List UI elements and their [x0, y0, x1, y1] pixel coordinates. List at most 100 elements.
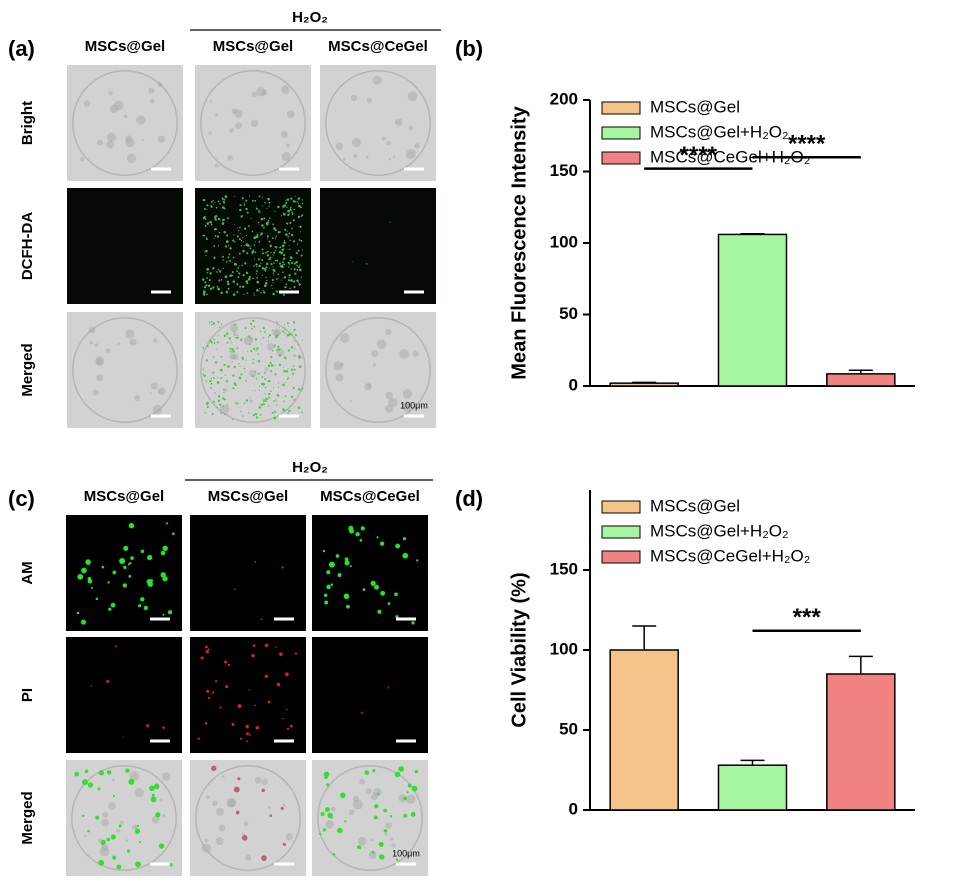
micrograph-signal: [371, 850, 375, 854]
micrograph-signal: [251, 375, 254, 377]
micrograph-signal: [298, 283, 301, 286]
micrograph-sphere: [72, 317, 178, 423]
micrograph-signal: [202, 346, 205, 349]
micrograph-signal: [225, 380, 229, 383]
micrograph-signal: [255, 270, 258, 273]
micrograph-signal: [254, 258, 256, 260]
micrograph-signal: [90, 586, 94, 589]
micrograph-signal: [238, 238, 241, 241]
micrograph-signal: [287, 249, 289, 251]
micrograph-signal: [167, 610, 173, 615]
micrograph-texture: [350, 94, 358, 102]
micrograph-signal: [229, 347, 231, 350]
micrograph-signal: [403, 796, 408, 801]
micrograph-signal: [229, 274, 232, 277]
micrograph-signal: [234, 224, 236, 226]
micrograph-signal: [226, 404, 228, 406]
micrograph-signal: [212, 376, 215, 379]
micrograph-signal: [267, 219, 270, 222]
micrograph-signal: [287, 408, 289, 410]
micrograph-signal: [138, 604, 142, 608]
micrograph-texture: [157, 82, 163, 88]
micrograph-signal: [155, 812, 161, 818]
micrograph-signal: [231, 271, 234, 273]
row-label: Merged: [19, 791, 36, 844]
micrograph-signal: [287, 261, 290, 265]
micrograph-texture: [365, 155, 369, 159]
micrograph-signal: [106, 679, 110, 684]
micrograph-signal: [297, 202, 299, 204]
micrograph-signal: [236, 402, 239, 405]
micrograph-signal: [126, 849, 131, 853]
micrograph-signal: [264, 643, 269, 648]
micrograph-signal: [206, 272, 209, 274]
micrograph-signal: [272, 268, 275, 272]
micrograph-texture: [414, 143, 420, 149]
micrograph-signal: [214, 238, 216, 240]
micrograph-signal: [245, 359, 247, 361]
micrograph-signal: [268, 397, 271, 399]
micrograph-texture: [148, 87, 155, 94]
micrograph-signal: [95, 815, 100, 820]
micrograph-signal: [138, 841, 141, 844]
micrograph-signal: [287, 376, 289, 379]
micrograph-texture: [125, 329, 135, 339]
y-axis-label: Mean Fluorescence Intensity: [508, 105, 530, 379]
micrograph-signal: [273, 344, 276, 347]
micrograph-signal: [206, 267, 210, 271]
micrograph-texture: [129, 338, 137, 346]
micrograph-signal: [256, 347, 259, 350]
micrograph-signal: [270, 284, 273, 287]
micrograph-signal: [227, 365, 230, 368]
micrograph-signal: [206, 401, 209, 405]
micrograph-signal: [288, 409, 291, 412]
micrograph-signal: [281, 566, 284, 569]
micrograph-texture: [106, 140, 115, 149]
micrograph-signal: [253, 244, 256, 246]
micrograph-signal: [231, 722, 235, 726]
micrograph-signal: [277, 205, 280, 209]
micrograph-texture: [282, 803, 286, 807]
micrograph-texture: [330, 806, 336, 812]
micrograph-signal: [172, 532, 175, 536]
micrograph-signal: [135, 861, 141, 868]
micrograph-signal: [211, 200, 213, 203]
micrograph-signal: [222, 198, 224, 200]
micrograph-signal: [301, 199, 304, 201]
micrograph-signal: [255, 205, 257, 207]
micrograph-signal: [261, 855, 267, 861]
micrograph-signal: [226, 234, 229, 237]
micrograph-signal: [246, 282, 249, 285]
micrograph-signal: [230, 347, 234, 351]
y-tick-label: 150: [550, 161, 578, 180]
micrograph-signal: [245, 399, 249, 402]
micrograph-texture: [116, 828, 120, 833]
micrograph-signal: [292, 321, 296, 324]
micrograph-signal: [206, 209, 208, 211]
micrograph-signal: [282, 277, 284, 279]
micrograph-signal: [239, 365, 241, 367]
micrograph-signal: [275, 646, 277, 649]
micrograph-signal: [228, 253, 231, 256]
micrograph-signal: [290, 206, 292, 209]
micrograph-signal: [411, 621, 415, 625]
bar: [609, 382, 679, 387]
micrograph-signal: [276, 394, 280, 397]
micrograph-signal: [214, 202, 216, 204]
micrograph-texture: [212, 800, 218, 806]
micrograph-signal: [272, 266, 274, 268]
micrograph-texture: [386, 140, 391, 146]
micrograph-signal: [274, 237, 277, 239]
micrograph-signal: [260, 217, 264, 221]
micrograph-signal: [97, 787, 101, 791]
micrograph-signal: [90, 685, 93, 688]
row-label: DCFH-DA: [19, 212, 36, 280]
micrograph-signal: [289, 239, 291, 241]
micrograph-signal: [233, 195, 235, 197]
micrograph-signal: [268, 392, 271, 396]
micrograph-signal: [101, 839, 106, 845]
micrograph-signal: [281, 248, 285, 252]
micrograph-signal: [283, 212, 286, 216]
micrograph-signal: [284, 240, 286, 242]
micrograph-signal: [340, 792, 346, 799]
